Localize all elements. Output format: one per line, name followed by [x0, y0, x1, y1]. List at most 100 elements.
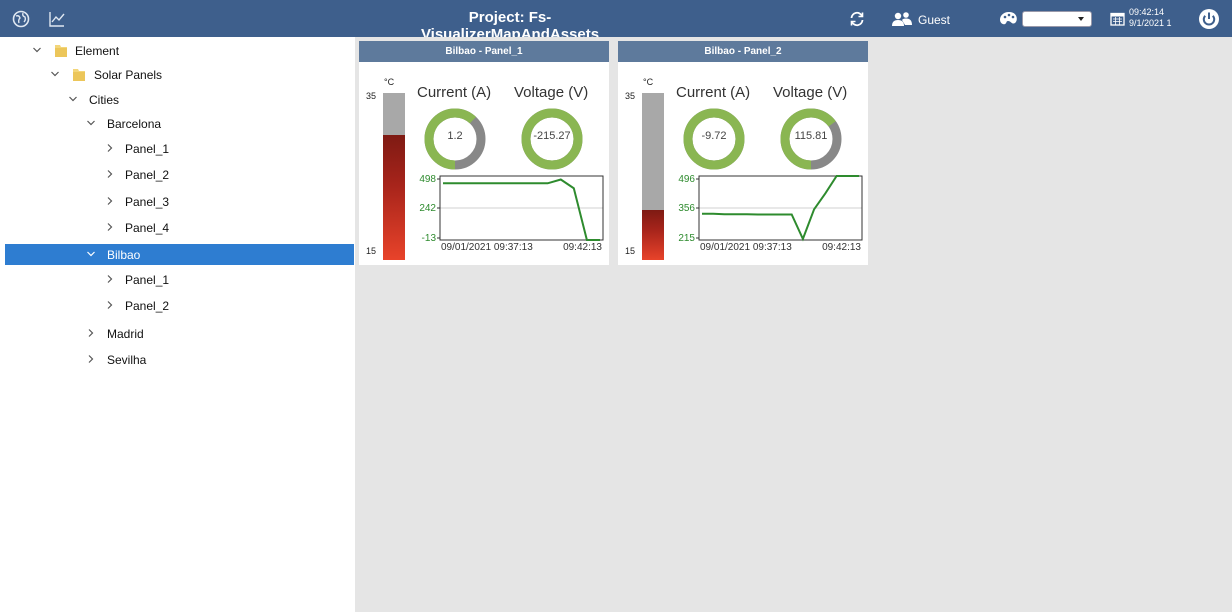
- voltage-label: Voltage (V): [773, 84, 848, 101]
- current-label: Current (A): [417, 84, 492, 101]
- tree-item-solar-panels[interactable]: Solar Panels: [5, 64, 354, 85]
- tree-item-element[interactable]: Element: [5, 40, 354, 61]
- chevron-down-icon[interactable]: [86, 249, 96, 259]
- y-tick-label: 242: [419, 203, 436, 214]
- theme-select[interactable]: [1022, 11, 1092, 27]
- asset-tree: Element Solar Panels Cities Barcelona Pa…: [5, 37, 354, 612]
- tree-label: Sevilha: [107, 353, 147, 367]
- thermometer: [383, 93, 405, 260]
- tree-label: Panel_2: [125, 168, 170, 182]
- y-tick-label: 215: [678, 233, 695, 244]
- tree-label: Solar Panels: [94, 68, 163, 82]
- voltage-value: -215.27: [533, 130, 571, 142]
- chevron-right-icon[interactable]: [105, 169, 115, 179]
- tree-label: Panel_2: [125, 299, 170, 313]
- folder-icon: [73, 69, 85, 81]
- y-tick-label: 498: [419, 174, 436, 185]
- trend-chart: 498 242 -13 09/01/2021 09:37:13 09:42:13: [419, 174, 604, 253]
- thermo-max: 35: [366, 91, 377, 101]
- gauge-arc: [683, 108, 745, 170]
- current-value: -9.72: [701, 130, 727, 142]
- trend-chart-icon[interactable]: [46, 0, 68, 37]
- tree-item-sevilha[interactable]: Sevilha: [5, 349, 354, 370]
- current-value: 1.2: [447, 130, 463, 142]
- tree-label: Panel_4: [125, 221, 170, 235]
- series-line: [443, 178, 600, 241]
- refresh-icon[interactable]: [846, 0, 868, 37]
- gauge-arc: [424, 108, 486, 170]
- y-tick-label: -13: [422, 233, 437, 244]
- tree-item-cities[interactable]: Cities: [5, 89, 354, 110]
- current-gauge: [424, 108, 486, 170]
- tree-item-madrid[interactable]: Madrid: [5, 323, 354, 344]
- palette-icon[interactable]: [998, 0, 1020, 37]
- tree-label: Bilbao: [107, 248, 141, 262]
- clock-date: 9/1/2021 1: [1129, 18, 1172, 28]
- thermo-unit: °C: [384, 77, 395, 87]
- tree-item-barcelona-panel-1[interactable]: Panel_1: [5, 138, 354, 159]
- chevron-right-icon[interactable]: [105, 300, 115, 310]
- gauge-arc: [780, 108, 842, 170]
- chevron-right-icon[interactable]: [86, 328, 96, 338]
- chevron-down-icon[interactable]: [32, 45, 42, 55]
- tree-label: Barcelona: [107, 117, 162, 131]
- voltage-value: 115.81: [794, 130, 828, 142]
- series-line: [702, 175, 859, 242]
- panel-card: Bilbao - Panel_2 °C 35 15 Current (A) Vo…: [618, 41, 868, 265]
- panel-card: Bilbao - Panel_1 °C 35 15 Current (A) Vo…: [359, 41, 609, 265]
- tree-label: Element: [75, 44, 120, 58]
- panel-title: Bilbao - Panel_2: [618, 41, 868, 62]
- tree-item-barcelona[interactable]: Barcelona: [5, 113, 354, 134]
- voltage-gauge: [780, 108, 842, 170]
- x-tick-label: 09/01/2021 09:37:13: [700, 242, 792, 253]
- x-tick-label: 09:42:13: [822, 242, 861, 253]
- tree-item-barcelona-panel-4[interactable]: Panel_4: [5, 217, 354, 238]
- chevron-right-icon[interactable]: [105, 222, 115, 232]
- dashboard-area: Bilbao - Panel_1 °C 35 15 Current (A) Vo…: [355, 37, 1232, 612]
- folder-icon: [55, 45, 67, 57]
- y-tick-label: 496: [678, 174, 695, 185]
- tree-item-bilbao-panel-1[interactable]: Panel_1: [5, 269, 354, 290]
- globe-icon[interactable]: [10, 0, 32, 37]
- trend-chart: 496 356 215 09/01/2021 09:37:13 09:42:13: [678, 174, 863, 253]
- tree-label: Panel_1: [125, 273, 170, 287]
- tree-label: Panel_1: [125, 142, 170, 156]
- tree-item-barcelona-panel-3[interactable]: Panel_3: [5, 191, 354, 212]
- user-name[interactable]: Guest: [918, 13, 951, 27]
- tree-item-bilbao-panel-2[interactable]: Panel_2: [5, 295, 354, 316]
- chevron-down-icon[interactable]: [50, 69, 60, 79]
- chevron-down-icon: [1078, 17, 1084, 21]
- tree-item-barcelona-panel-2[interactable]: Panel_2: [5, 164, 354, 185]
- thermo-unit: °C: [643, 77, 654, 87]
- power-icon[interactable]: [1197, 0, 1221, 37]
- x-tick-label: 09/01/2021 09:37:13: [441, 242, 533, 253]
- thermometer: [642, 93, 664, 260]
- users-icon[interactable]: [890, 0, 914, 37]
- thermometer-fill: [383, 134, 405, 260]
- thermo-min: 15: [366, 246, 377, 256]
- chevron-down-icon[interactable]: [68, 94, 78, 104]
- chevron-right-icon[interactable]: [105, 196, 115, 206]
- gauge-arc: [521, 108, 583, 170]
- x-tick-label: 09:42:13: [563, 242, 602, 253]
- thermometer-fill: [642, 209, 664, 260]
- y-tick-label: 356: [678, 203, 695, 214]
- panel-title: Bilbao - Panel_1: [359, 41, 609, 62]
- voltage-label: Voltage (V): [514, 84, 589, 101]
- chevron-right-icon[interactable]: [86, 354, 96, 364]
- tree-label: Cities: [89, 93, 120, 107]
- datetime: 09:42:14 9/1/2021 1: [1129, 7, 1172, 29]
- voltage-gauge: [521, 108, 583, 170]
- clock-time: 09:42:14: [1129, 7, 1165, 17]
- chevron-down-icon[interactable]: [86, 118, 96, 128]
- current-label: Current (A): [676, 84, 751, 101]
- top-bar: Project: Fs-VisualizerMapAndAssets Guest…: [0, 0, 1232, 43]
- thermo-min: 15: [625, 246, 636, 256]
- chevron-right-icon[interactable]: [105, 274, 115, 284]
- tree-label: Madrid: [107, 327, 144, 341]
- calendar-icon[interactable]: [1108, 0, 1126, 37]
- chevron-right-icon[interactable]: [105, 143, 115, 153]
- thermo-max: 35: [625, 91, 636, 101]
- tree-item-bilbao[interactable]: Bilbao: [5, 244, 354, 265]
- current-gauge: [683, 108, 745, 170]
